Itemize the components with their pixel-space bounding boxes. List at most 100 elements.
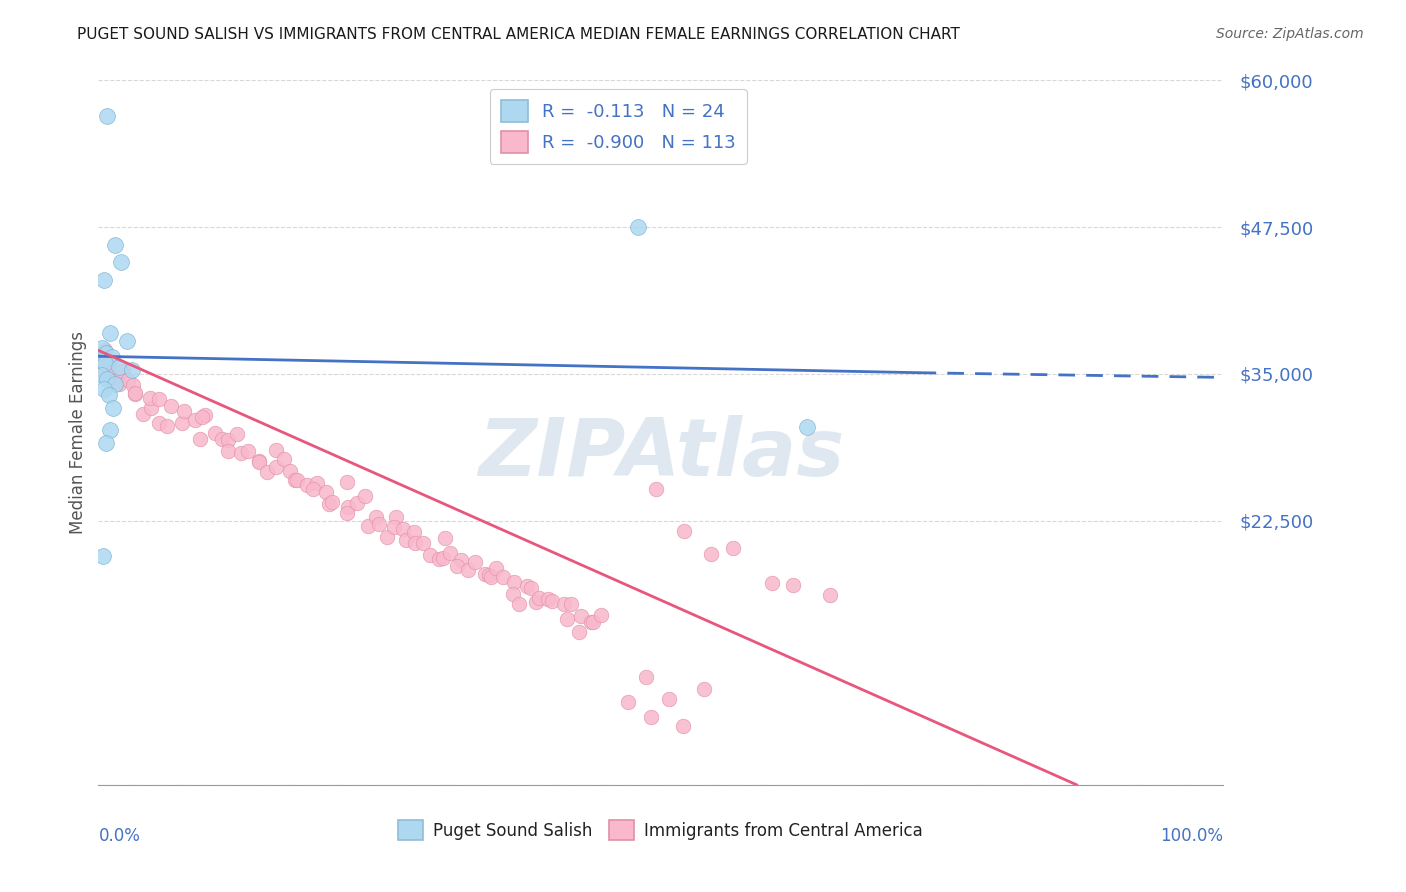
Point [184,412,207,426]
Point [217,444,239,458]
Point [457,563,479,577]
Point [336,506,359,520]
Point [478,568,501,582]
Point [139,391,162,405]
Point [249,454,271,468]
Point [91,354,114,368]
Point [672,719,695,733]
Point [434,531,457,545]
Point [560,597,582,611]
Point [526,595,548,609]
Point [231,446,253,460]
Point [402,524,425,539]
Point [553,597,575,611]
Point [645,482,668,496]
Point [581,615,603,629]
Point [188,432,211,446]
Point [516,579,538,593]
Point [446,558,468,573]
Point [321,495,343,509]
Point [148,417,170,431]
Point [93,382,115,396]
Point [582,615,605,629]
Text: Source: ZipAtlas.com: Source: ZipAtlas.com [1216,27,1364,41]
Point [503,574,526,589]
Point [450,553,472,567]
Point [93,365,115,379]
Point [353,489,375,503]
Text: 100.0%: 100.0% [1160,827,1223,846]
Point [479,570,502,584]
Point [148,392,170,406]
Point [97,388,120,402]
Point [101,351,124,365]
Point [124,385,146,400]
Point [247,455,270,469]
Point [377,530,399,544]
Point [236,443,259,458]
Point [115,334,138,348]
Point [94,343,117,357]
Point [112,364,135,378]
Point [818,588,841,602]
Point [432,551,454,566]
Point [170,416,193,430]
Point [485,561,508,575]
Point [337,500,360,514]
Point [278,464,301,478]
Point [98,423,121,437]
Point [98,326,121,340]
Point [101,401,124,415]
Point [796,419,818,434]
Point [91,549,114,563]
Point [412,536,434,550]
Point [627,220,650,235]
Point [305,476,328,491]
Point [634,670,657,684]
Text: 0.0%: 0.0% [98,827,141,846]
Point [156,418,179,433]
Legend: Puget Sound Salish, Immigrants from Central America: Puget Sound Salish, Immigrants from Cent… [392,814,929,847]
Point [264,443,287,458]
Point [173,404,195,418]
Point [121,363,143,377]
Point [616,695,638,709]
Point [557,612,579,626]
Point [211,432,233,446]
Point [204,426,226,441]
Point [110,364,132,378]
Point [96,345,118,359]
Point [94,356,117,370]
Point [366,509,388,524]
Point [541,594,564,608]
Point [117,373,139,387]
Point [368,517,391,532]
Point [721,541,744,556]
Point [160,399,183,413]
Point [419,548,441,562]
Point [194,408,217,422]
Point [673,524,696,539]
Point [108,377,131,392]
Point [141,401,163,415]
Point [568,625,591,640]
Point [693,681,716,696]
Y-axis label: Median Female Earnings: Median Female Earnings [69,331,87,534]
Point [97,360,120,375]
Point [93,348,115,362]
Point [346,496,368,510]
Point [97,358,120,372]
Point [90,341,112,355]
Point [527,591,550,605]
Point [508,597,530,611]
Point [474,567,496,582]
Point [640,710,662,724]
Point [491,569,513,583]
Point [96,108,118,122]
Point [96,371,118,385]
Point [132,407,155,421]
Point [395,533,418,547]
Point [93,273,115,287]
Point [96,436,118,450]
Point [384,510,406,524]
